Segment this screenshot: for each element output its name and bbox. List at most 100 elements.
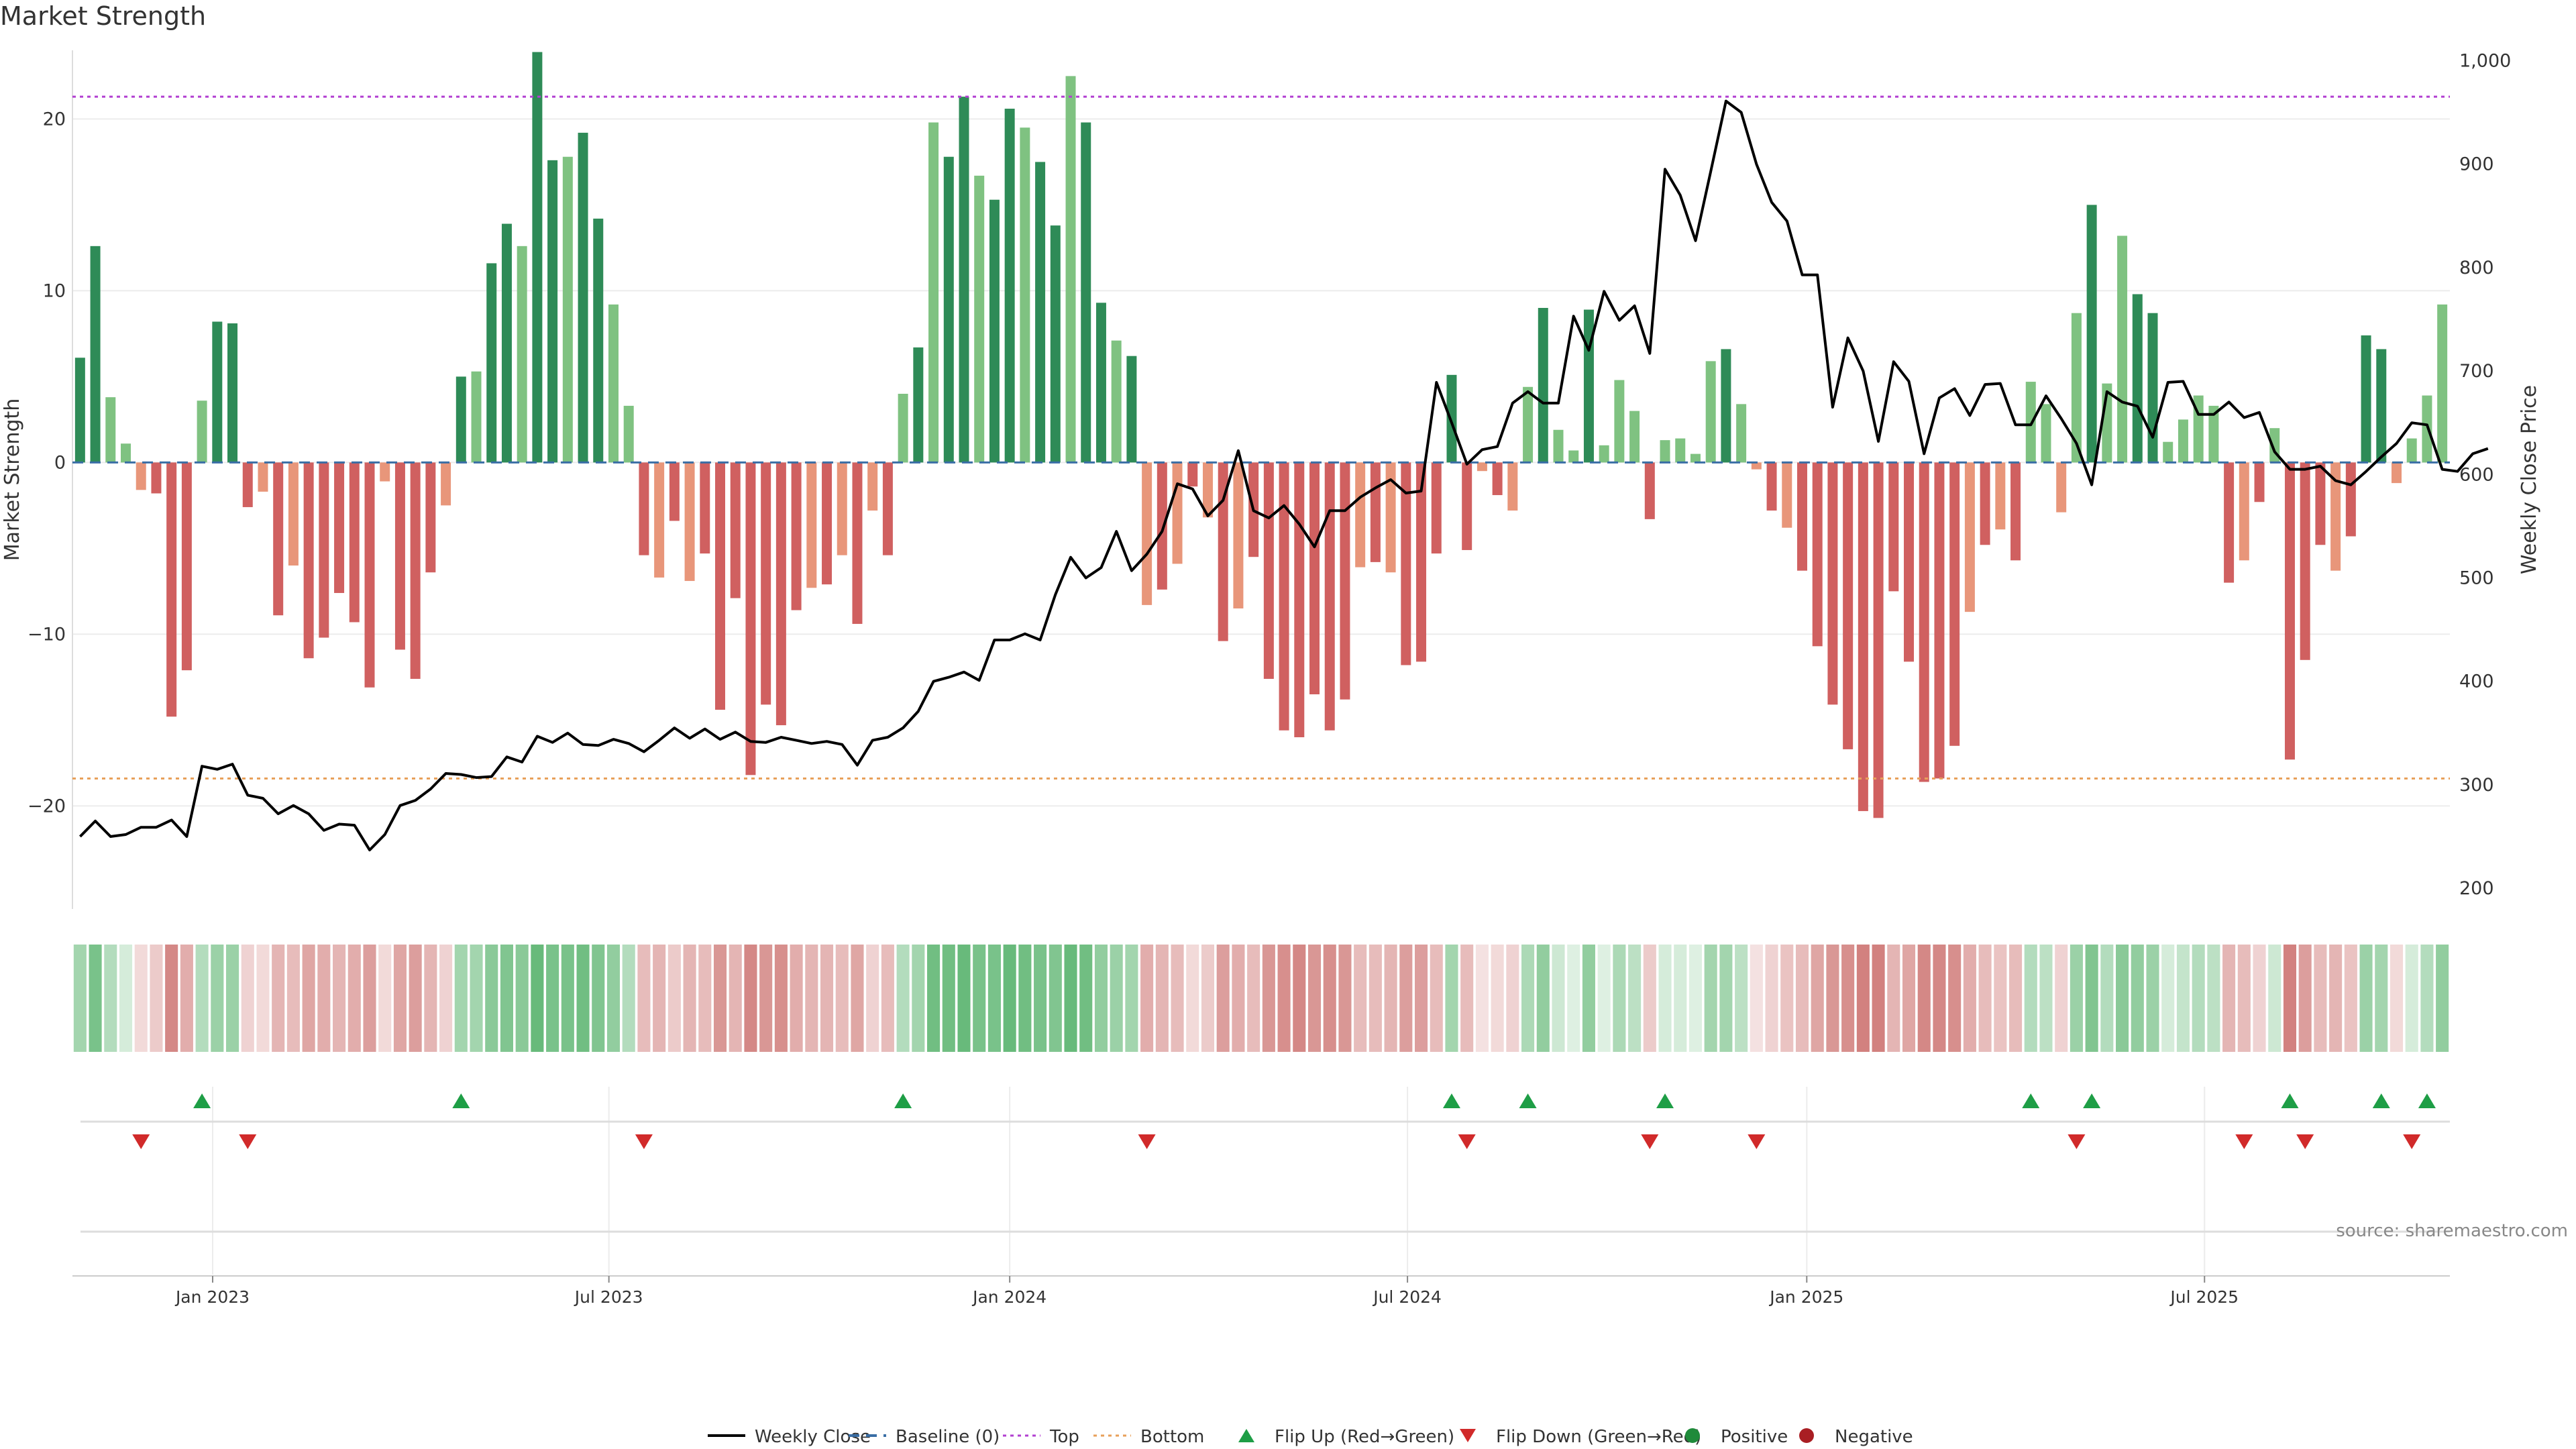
signal-cell bbox=[2298, 945, 2312, 1052]
signal-cell bbox=[347, 945, 361, 1052]
strength-bar bbox=[136, 462, 146, 490]
signal-cell bbox=[1186, 945, 1199, 1052]
flip-up-marker bbox=[1519, 1093, 1537, 1108]
signal-cell bbox=[1445, 945, 1458, 1052]
strength-bar bbox=[242, 462, 253, 507]
signal-cell bbox=[2405, 945, 2418, 1052]
signal-cell bbox=[1506, 945, 1519, 1052]
strength-bar bbox=[394, 462, 405, 650]
legend-label: Bottom bbox=[1140, 1427, 1204, 1447]
signal-cell bbox=[1354, 945, 1367, 1052]
strength-bar bbox=[501, 223, 512, 463]
signal-cell bbox=[576, 945, 590, 1052]
strength-bar bbox=[852, 462, 863, 625]
strength-bar bbox=[913, 347, 924, 463]
signal-cell bbox=[1872, 945, 1885, 1052]
y2-tick-label: 900 bbox=[2459, 154, 2494, 175]
signal-cell bbox=[2314, 945, 2327, 1052]
signal-cell bbox=[1079, 945, 1093, 1052]
strength-bar bbox=[2391, 462, 2402, 484]
signal-cell bbox=[713, 945, 727, 1052]
source-credit: source: sharemaestro.com bbox=[2336, 1221, 2568, 1241]
strength-bar bbox=[1705, 361, 1716, 463]
y2-axis-label: Weekly Close Price bbox=[2518, 385, 2541, 574]
signal-cell bbox=[866, 945, 879, 1052]
strength-bar bbox=[1995, 462, 2006, 530]
signal-cell bbox=[592, 945, 605, 1052]
signal-cell bbox=[485, 945, 498, 1052]
strength-bar bbox=[1523, 386, 1534, 463]
strength-bar bbox=[2178, 419, 2188, 463]
strength-bar bbox=[959, 97, 969, 463]
signal-cell bbox=[2008, 945, 2023, 1052]
signal-cell bbox=[2329, 945, 2343, 1052]
strength-bar bbox=[425, 462, 436, 573]
strength-bar bbox=[1172, 462, 1183, 564]
strength-bar bbox=[2163, 441, 2174, 463]
legend-label: Flip Up (Red→Green) bbox=[1275, 1427, 1454, 1447]
flip-down-marker bbox=[2403, 1134, 2421, 1149]
flip-up-marker bbox=[1442, 1093, 1460, 1108]
signal-cell bbox=[1003, 945, 1016, 1052]
signal-cell bbox=[225, 945, 239, 1052]
strength-bar bbox=[1126, 356, 1137, 463]
y-tick-label: −10 bbox=[28, 624, 66, 645]
signal-cell bbox=[2283, 945, 2297, 1052]
legend-label: Positive bbox=[1721, 1427, 1788, 1447]
strength-bar bbox=[639, 462, 649, 555]
signal-cell bbox=[393, 945, 407, 1052]
signal-cell bbox=[1841, 945, 1855, 1052]
strength-bar bbox=[1477, 462, 1487, 472]
strength-bar bbox=[547, 160, 558, 463]
strength-bar bbox=[1294, 462, 1305, 737]
strength-bar bbox=[898, 394, 908, 463]
signal-cell bbox=[927, 945, 941, 1052]
strength-bar bbox=[1843, 462, 1854, 749]
signal-cell bbox=[1232, 945, 1245, 1052]
signal-cell bbox=[729, 945, 742, 1052]
flip-up-marker bbox=[2281, 1093, 2299, 1108]
signal-cell bbox=[1887, 945, 1900, 1052]
strength-bar bbox=[2041, 404, 2051, 463]
signal-cell bbox=[2131, 945, 2144, 1052]
strength-bar bbox=[1355, 462, 1366, 568]
strength-bar bbox=[1796, 462, 1807, 571]
flip-up-marker bbox=[193, 1093, 211, 1108]
strength-bar bbox=[700, 462, 710, 554]
signal-cell bbox=[637, 945, 651, 1052]
signal-cell bbox=[134, 945, 148, 1052]
signal-cell bbox=[1521, 945, 1535, 1052]
signal-cell bbox=[1643, 945, 1656, 1052]
strength-bar bbox=[1187, 462, 1198, 487]
strength-bar bbox=[1934, 462, 1945, 779]
signal-cell bbox=[1262, 945, 1275, 1052]
flip-down-marker bbox=[2068, 1134, 2086, 1149]
signal-cell bbox=[835, 945, 849, 1052]
signal-cell bbox=[515, 945, 529, 1052]
y-tick-label: 10 bbox=[43, 280, 66, 301]
signal-cell bbox=[1933, 945, 1946, 1052]
signal-cell bbox=[2359, 945, 2373, 1052]
signal-cell bbox=[302, 945, 315, 1052]
strength-bar bbox=[1081, 122, 1091, 463]
signal-cell bbox=[1536, 945, 1550, 1052]
strength-bar bbox=[1553, 429, 1564, 463]
strength-bar bbox=[471, 371, 482, 463]
legend-label: Negative bbox=[1835, 1427, 1913, 1447]
signal-cell bbox=[820, 945, 834, 1052]
signal-cell bbox=[531, 945, 544, 1052]
signal-cell bbox=[256, 945, 270, 1052]
y-axis-label: Market Strength bbox=[1, 398, 24, 561]
strength-bar bbox=[2361, 335, 2371, 463]
y2-tick-label: 300 bbox=[2459, 775, 2494, 796]
strength-bar bbox=[2193, 395, 2204, 463]
strength-bar bbox=[2376, 349, 2387, 463]
strength-bar bbox=[1416, 462, 1427, 662]
signal-cell bbox=[2420, 945, 2434, 1052]
strength-bar bbox=[1233, 462, 1244, 608]
flip-up-marker bbox=[2022, 1093, 2040, 1108]
strength-bar bbox=[166, 462, 177, 717]
signal-cell bbox=[1704, 945, 1717, 1052]
signal-cell bbox=[1338, 945, 1352, 1052]
